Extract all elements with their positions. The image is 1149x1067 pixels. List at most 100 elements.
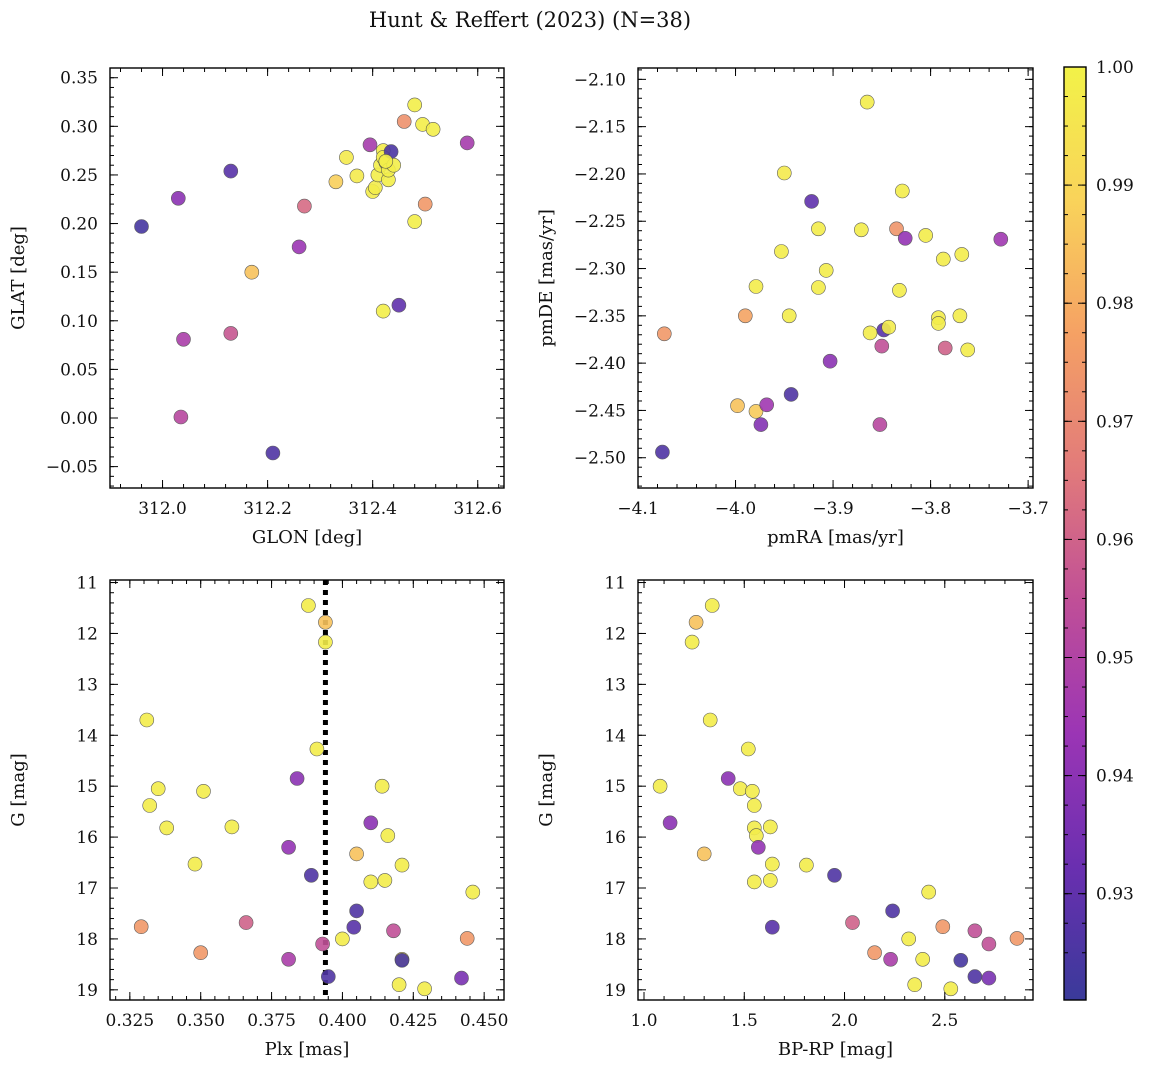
x-tick-label: 312.4 (348, 499, 397, 519)
data-point (265, 445, 281, 461)
y-tick-label: 0.10 (60, 312, 98, 332)
y-tick-label: 0.30 (60, 117, 98, 137)
y-axis-label: pmDE [mas/yr] (536, 209, 557, 347)
data-point (142, 798, 157, 813)
colorbar-tick-label: 1.00 (1096, 58, 1134, 78)
data-point (993, 231, 1009, 247)
axes-frame (637, 579, 1034, 1001)
data-point (744, 783, 760, 799)
data-point (375, 303, 391, 319)
y-tick-label: 0.35 (60, 69, 98, 89)
colorbar-tick-label: 0.93 (1096, 885, 1134, 905)
panel-top-left: 312.0 312.2 312.4 312.6 −0.05 0.00 0.05 0.10 0.1… (8, 67, 505, 548)
data-point (954, 247, 970, 262)
y-tick-label: 0.25 (60, 166, 98, 186)
data-point (937, 340, 953, 356)
data-point (238, 915, 254, 930)
data-point (776, 165, 792, 181)
y-axis-label: G [mag] (536, 753, 557, 826)
y-tick-label: 14 (76, 726, 98, 746)
colorbar-tick-label: 0.96 (1096, 530, 1134, 550)
colorbar: 0.93 0.94 0.95 0.96 0.97 0.98 0.99 1.00 (1063, 58, 1134, 1001)
data-point (935, 919, 951, 935)
data-point (892, 282, 907, 298)
y-tick-label: −2.25 (574, 212, 626, 232)
data-point (921, 884, 937, 900)
data-point (883, 951, 898, 967)
y-tick-label: −2.35 (574, 307, 626, 327)
y-tick-label: 0.05 (60, 360, 98, 380)
data-point (894, 183, 910, 199)
data-point (907, 977, 923, 993)
data-point (764, 856, 780, 872)
data-point (386, 923, 401, 939)
data-point (407, 97, 423, 113)
data-point (417, 196, 433, 212)
x-tick-label: 312.2 (243, 499, 292, 519)
x-tick-label: −4.0 (715, 499, 756, 519)
data-point (762, 819, 778, 835)
data-point (748, 279, 764, 294)
data-point (967, 923, 983, 939)
data-point (918, 228, 934, 243)
y-tick-label: 19 (604, 981, 626, 1001)
figure-title: Hunt & Reffert (2023) (N=38) (369, 8, 691, 32)
data-point (318, 614, 333, 630)
data-point (696, 846, 712, 862)
y-tick-label: 13 (604, 675, 626, 695)
data-point (931, 316, 946, 331)
data-point (943, 981, 959, 997)
data-point (380, 828, 396, 843)
colorbar-tick-label: 0.99 (1096, 176, 1134, 196)
data-point (889, 221, 904, 237)
data-point (425, 122, 441, 137)
y-tick-label: −2.10 (574, 70, 626, 90)
data-point (394, 952, 410, 968)
data-point (301, 598, 316, 613)
y-tick-label: −2.30 (574, 260, 626, 280)
y-tick-label: −0.05 (46, 458, 98, 478)
data-point (176, 331, 191, 347)
x-axis-label: pmRA [mas/yr] (767, 527, 904, 548)
data-point (827, 867, 842, 883)
data-point (244, 264, 260, 280)
y-tick-label: 12 (76, 624, 98, 644)
data-point (349, 168, 365, 184)
data-point (730, 398, 745, 414)
data-point (291, 239, 307, 255)
y-tick-label: 17 (604, 879, 626, 899)
data-point (454, 970, 469, 986)
data-point (349, 846, 364, 862)
data-point (196, 783, 211, 799)
colorbar-tick-label: 0.97 (1096, 412, 1134, 432)
y-tick-label: 0.20 (60, 215, 98, 235)
data-point (960, 342, 976, 358)
data-point (981, 970, 997, 986)
x-tick-label: 0.325 (106, 1011, 155, 1031)
data-point (952, 308, 968, 324)
data-point (750, 839, 766, 855)
data-point (874, 338, 890, 354)
x-tick-label: 0.350 (176, 1011, 225, 1031)
x-tick-label: 0.425 (389, 1011, 438, 1031)
y-tick-label: −2.20 (574, 165, 626, 185)
data-point (967, 969, 983, 984)
data-point (746, 798, 762, 813)
y-tick-label: 0.15 (60, 263, 98, 283)
data-point (459, 931, 475, 946)
data-point (901, 931, 917, 947)
data-point (394, 857, 410, 873)
x-tick-label: 312.6 (453, 499, 502, 519)
data-point (748, 404, 764, 419)
data-point (737, 308, 753, 324)
data-point (133, 919, 149, 935)
data-point (759, 397, 775, 413)
data-point (720, 771, 736, 786)
x-tick-label: −3.7 (1007, 499, 1048, 519)
y-tick-label: 17 (76, 879, 98, 899)
y-tick-label: 19 (76, 981, 98, 1001)
data-point (652, 778, 668, 794)
data-point (746, 874, 762, 890)
y-tick-label: 18 (76, 930, 98, 950)
data-point (818, 263, 834, 278)
